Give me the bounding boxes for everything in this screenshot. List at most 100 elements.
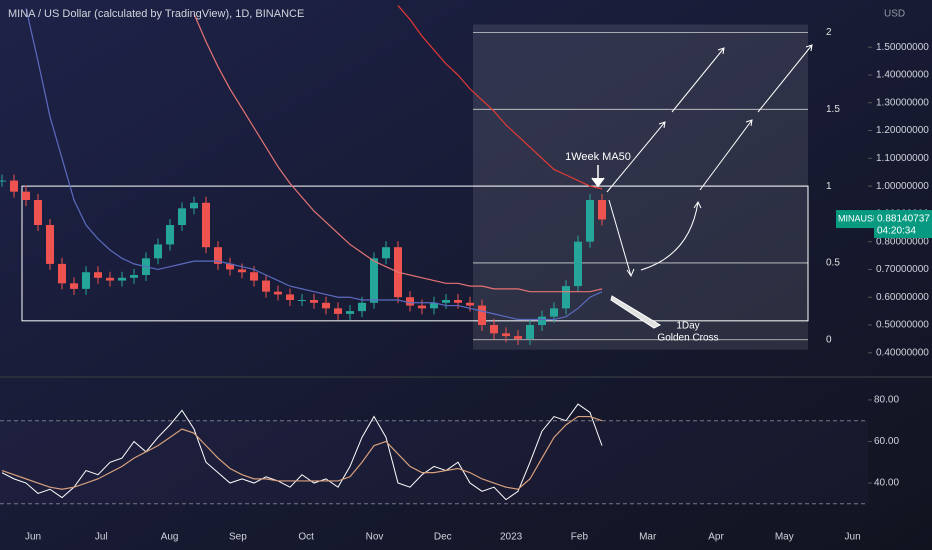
candle	[562, 286, 570, 309]
y-tick-label: 1.30000000	[876, 97, 929, 108]
line-series	[1, 415, 603, 490]
candle	[478, 305, 486, 325]
x-tick-label: Oct	[298, 532, 314, 543]
line-series	[397, 5, 603, 190]
candle	[178, 208, 186, 225]
candle	[598, 200, 606, 220]
candle	[310, 300, 318, 303]
candle	[250, 272, 258, 281]
candle	[0, 180, 6, 182]
line-series	[1, 403, 603, 501]
candle	[442, 300, 450, 303]
x-tick-label: Jun	[25, 532, 41, 543]
candle	[154, 244, 162, 259]
candle	[106, 277, 114, 281]
drawn-arrows	[591, 44, 813, 329]
candle	[10, 180, 18, 192]
candle	[502, 333, 510, 337]
annotation: 1Week MA50	[565, 151, 631, 163]
candle	[130, 275, 138, 278]
candle	[346, 311, 354, 314]
x-tick-label: Aug	[161, 532, 179, 543]
annotation: 1Day	[676, 321, 699, 332]
y-tick-label: 1.10000000	[876, 153, 929, 164]
candle	[22, 191, 30, 200]
candle	[358, 302, 366, 312]
candle	[406, 297, 414, 306]
candle	[574, 241, 582, 287]
fib-zone	[473, 24, 808, 350]
candle	[430, 302, 438, 309]
candle	[70, 283, 78, 289]
candle	[202, 202, 210, 248]
currency: USD	[884, 9, 905, 20]
x-tick-label: Mar	[639, 532, 657, 543]
rsi-tick-label: 80.00	[874, 395, 899, 406]
price-box	[874, 210, 932, 239]
candle	[466, 302, 474, 306]
candle	[454, 300, 462, 303]
candle	[586, 200, 594, 242]
candle	[490, 325, 498, 334]
price-label: 0.88140737	[877, 214, 930, 225]
candle	[514, 336, 522, 339]
candle	[418, 305, 426, 309]
y-tick-label: 0.40000000	[876, 347, 929, 358]
x-tick-label: Apr	[708, 532, 724, 543]
x-tick-label: Feb	[571, 532, 589, 543]
y-tick-label: 1.50000000	[876, 42, 929, 53]
y-tick-label: 0.70000000	[876, 264, 929, 275]
rsi-band-fill	[0, 420, 868, 504]
candle	[286, 294, 294, 300]
x-tick-label: Dec	[434, 532, 452, 543]
candle	[94, 272, 102, 278]
fib-label: 1.5	[826, 104, 840, 115]
y-tick-label: 1.00000000	[876, 181, 929, 192]
symbol-box	[836, 210, 874, 229]
candle	[262, 280, 270, 292]
candle	[526, 325, 534, 339]
line-series	[193, 13, 603, 293]
x-tick-label: Sep	[229, 532, 247, 543]
y-tick-label: 1.40000000	[876, 70, 929, 81]
candle	[550, 308, 558, 317]
candle	[382, 247, 390, 259]
line-series	[25, 8, 603, 321]
candle	[370, 258, 378, 303]
y-tick-label: 0.60000000	[876, 292, 929, 303]
candle	[34, 200, 42, 225]
candle	[298, 300, 306, 301]
annotation: Golden Cross	[657, 333, 718, 344]
candle	[274, 291, 282, 295]
rsi-tick-label: 60.00	[874, 436, 899, 447]
x-tick-label: 2023	[500, 532, 523, 543]
y-tick-label: 0.50000000	[876, 320, 929, 331]
x-tick-label: Jun	[845, 532, 861, 543]
candle	[538, 316, 546, 325]
x-tick-label: Jul	[95, 532, 108, 543]
candle	[238, 269, 246, 273]
x-tick-label: May	[775, 532, 794, 543]
fib-label: 1	[826, 181, 832, 192]
y-tick-label: 0.80000000	[876, 236, 929, 247]
countdown: 04:20:34	[877, 226, 916, 237]
chart-title: MINA / US Dollar (calculated by TradingV…	[8, 8, 304, 20]
symbol-label: MINAUSD	[838, 213, 880, 223]
fib-label: 0.5	[826, 258, 840, 269]
x-tick-label: Nov	[366, 532, 384, 543]
rsi-tick-label: 40.00	[874, 478, 899, 489]
candle	[58, 263, 66, 284]
candle	[226, 263, 234, 270]
candle	[82, 272, 90, 289]
candle	[190, 202, 198, 209]
y-tick-label: 1.20000000	[876, 125, 929, 136]
candle	[166, 225, 174, 245]
candle	[334, 308, 342, 314]
fib-label: 2	[826, 27, 832, 38]
range-box	[21, 185, 809, 322]
candle	[46, 225, 54, 264]
candle	[118, 277, 126, 281]
fib-label: 0	[826, 334, 832, 345]
